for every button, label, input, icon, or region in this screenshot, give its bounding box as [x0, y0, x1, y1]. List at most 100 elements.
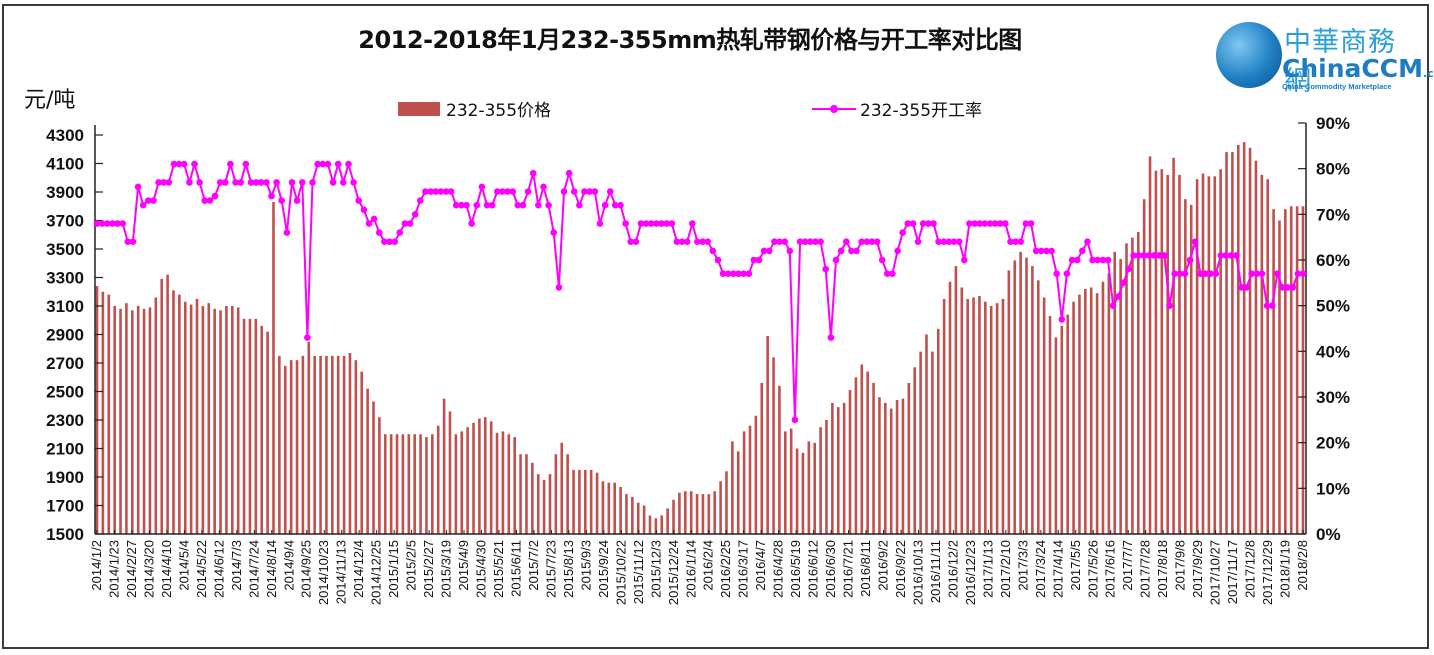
rate-point	[1022, 220, 1030, 227]
price-bar	[778, 385, 781, 534]
price-bar	[848, 390, 852, 534]
rate-point	[1032, 247, 1040, 255]
price-bar	[719, 481, 722, 534]
price-bar	[195, 298, 199, 535]
price-bar	[254, 318, 258, 534]
rate-point	[288, 179, 296, 186]
chinaccm-logo: 中華商務網 ChinaCCM.com China Commodity Marke…	[1212, 18, 1434, 97]
price-bar	[819, 427, 822, 535]
price-bar	[1266, 179, 1269, 534]
rate-point	[709, 247, 717, 255]
price-bar	[631, 496, 634, 534]
price-bar	[884, 402, 887, 534]
rate-point	[1043, 247, 1050, 255]
rate-point	[263, 179, 270, 186]
rate-point	[1253, 270, 1261, 278]
rate-point	[93, 220, 101, 227]
rate-point	[663, 220, 670, 227]
left-y-tick-label: 4100	[46, 155, 84, 174]
price-bar	[889, 408, 893, 534]
rate-point	[612, 201, 619, 209]
rate-point	[1017, 238, 1024, 245]
price-bar	[189, 304, 193, 534]
rate-point	[596, 220, 604, 227]
price-bar	[607, 482, 611, 534]
price-bar	[936, 328, 940, 534]
rate-point	[884, 270, 891, 278]
rate-point	[524, 188, 532, 195]
price-bar	[1231, 152, 1234, 534]
rate-point	[930, 220, 937, 227]
rate-point	[340, 179, 347, 186]
price-bar	[1013, 260, 1017, 534]
rate-point	[299, 179, 306, 186]
rate-point	[417, 197, 424, 204]
rate-point	[848, 247, 855, 255]
price-bar	[1189, 204, 1193, 534]
price-bars	[95, 142, 1305, 535]
price-bar	[919, 351, 922, 534]
x-tick-label: 2015/4/30	[474, 540, 489, 598]
rate-point	[324, 160, 332, 168]
price-bar	[789, 428, 793, 534]
rate-point	[945, 238, 953, 245]
x-tick-label: 2015/5/21	[491, 540, 506, 598]
price-bar	[725, 471, 728, 534]
price-bar	[1101, 281, 1105, 534]
rate-point	[935, 238, 942, 245]
rate-point	[494, 188, 501, 195]
price-bar	[925, 334, 928, 534]
price-bar	[1107, 273, 1111, 534]
left-y-tick-label: 2700	[46, 354, 84, 373]
rate-point	[1212, 270, 1220, 278]
rate-point	[196, 179, 203, 186]
rate-point	[1191, 238, 1199, 245]
price-bar	[407, 434, 411, 534]
x-tick-label: 2015/8/13	[561, 540, 576, 598]
rate-point	[627, 238, 634, 245]
rate-point	[283, 229, 291, 236]
x-tick-label: 2017/8/18	[1155, 540, 1170, 598]
price-bar	[560, 442, 564, 534]
rate-point	[329, 179, 337, 186]
rate-point	[222, 179, 229, 186]
rate-point	[868, 238, 876, 245]
rate-point	[576, 201, 583, 209]
globe-icon	[1216, 22, 1282, 88]
legend-rate-label: 232-355开工率	[860, 101, 983, 121]
x-tick-label: 2015/11/12	[631, 540, 646, 604]
price-bar	[813, 442, 817, 534]
x-tick-label: 2016/6/12	[806, 540, 821, 598]
price-bar	[448, 411, 452, 534]
rate-point	[1089, 256, 1096, 264]
price-bar	[1072, 301, 1075, 534]
left-y-tick-label: 2500	[46, 383, 84, 402]
price-bar	[472, 422, 475, 534]
price-bar	[1054, 337, 1058, 534]
x-tick-label: 2014/7/3	[229, 540, 244, 591]
price-bar	[436, 425, 440, 534]
price-bar	[160, 278, 164, 534]
rate-point	[1048, 247, 1055, 255]
price-bar	[201, 306, 205, 534]
x-tick-label: 2014/8/14	[264, 540, 279, 598]
rate-line-series	[93, 160, 1307, 424]
price-bar	[95, 286, 99, 534]
x-tick-label: 2014/4/10	[159, 540, 174, 598]
rate-point	[545, 201, 552, 209]
rate-point	[334, 160, 342, 168]
rate-point	[370, 215, 378, 223]
x-tick-label: 2017/5/26	[1085, 540, 1100, 598]
rate-point	[796, 238, 804, 245]
rate-point	[529, 169, 537, 177]
rate-point	[976, 220, 983, 227]
price-bar	[854, 377, 858, 534]
rate-point	[232, 179, 239, 186]
price-bar	[366, 388, 369, 534]
x-tick-label: 2016/10/13	[911, 540, 926, 605]
x-tick-label: 2016/5/19	[788, 540, 803, 598]
price-bar	[101, 291, 105, 534]
price-bar	[536, 474, 540, 534]
price-bar	[283, 365, 287, 534]
legend-price-label: 232-355价格	[446, 101, 552, 121]
